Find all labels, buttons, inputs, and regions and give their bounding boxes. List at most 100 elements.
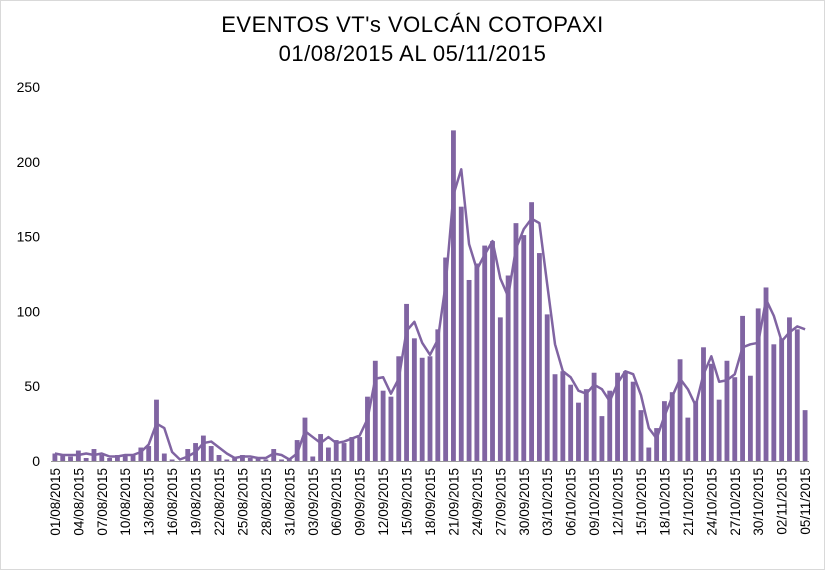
bar-series [52,130,808,461]
x-tick-label: 03/09/2015 [306,468,321,536]
bar [646,447,652,461]
bar [568,384,574,461]
bar [122,455,128,461]
bar [583,389,589,461]
bar [622,371,628,461]
bar [302,417,308,461]
bar [654,428,660,461]
bar [372,360,378,461]
bar [411,338,417,461]
bar [505,275,511,461]
bar [247,458,253,461]
x-tick-label: 15/10/2015 [634,468,649,536]
bar [732,377,738,461]
bar [779,338,785,461]
y-tick-label: 0 [32,453,40,469]
x-tick-label: 19/08/2015 [189,468,204,536]
bar [662,401,667,461]
x-tick-label: 15/09/2015 [400,468,415,536]
x-tick-label: 28/08/2015 [259,468,274,536]
x-tick-label: 04/08/2015 [71,468,86,536]
bar [740,315,745,461]
x-tick-label: 13/08/2015 [142,468,157,536]
bar [380,390,386,461]
bar [404,303,409,461]
bar [325,447,331,461]
x-tick-label: 10/08/2015 [118,468,133,536]
bar [630,381,636,461]
x-tick-label: 05/11/2015 [798,468,813,535]
y-axis-tick-labels: 0 50 100 150 200 250 [17,79,41,469]
x-axis-tick-labels: 01/08/2015 04/08/2015 07/08/2015 10/08/2015… [48,468,813,536]
bar [130,455,136,461]
x-tick-label: 24/10/2015 [704,468,719,536]
y-tick-label: 50 [24,378,40,394]
bar [318,434,324,461]
bar [357,437,363,461]
bar [560,371,566,461]
bar [240,455,245,461]
x-tick-label: 18/09/2015 [423,468,438,536]
bar [794,329,800,461]
bar [763,287,769,461]
bar [716,399,722,461]
y-tick-label: 150 [17,229,41,245]
bar [529,202,535,461]
bar [443,257,449,461]
bar [52,453,58,461]
bar [451,130,456,461]
x-tick-label: 06/09/2015 [329,468,344,536]
x-tick-label: 30/10/2015 [751,468,766,536]
x-tick-label: 21/09/2015 [446,468,461,536]
bar [544,314,550,461]
line-series-layer [54,168,806,461]
x-tick-label: 24/09/2015 [470,468,485,536]
bar [60,455,66,461]
x-tick-label: 31/08/2015 [282,468,297,536]
bar [310,456,316,461]
bar [638,410,644,461]
x-tick-label: 22/08/2015 [212,468,227,536]
x-tick-label: 25/08/2015 [235,468,250,536]
bar [747,375,753,461]
bar [599,416,605,461]
x-tick-label: 12/09/2015 [376,468,391,536]
bar [521,235,527,461]
bar [333,440,339,461]
y-tick-label: 250 [17,79,41,95]
bar [755,308,761,461]
bar [427,356,433,461]
bar [83,458,89,461]
y-tick-label: 200 [17,154,41,170]
bar [513,223,519,461]
bar [154,399,159,461]
bar [536,253,542,461]
bar [208,446,214,461]
x-tick-label: 06/10/2015 [564,468,579,536]
bar [607,390,613,461]
chart-subtitle: 01/08/2015 AL 05/11/2015 [278,41,547,66]
bar [169,459,175,461]
x-tick-label: 03/10/2015 [540,468,555,536]
x-tick-label: 18/10/2015 [657,468,672,536]
bar [693,401,699,461]
bar [474,263,480,461]
bar [200,435,206,461]
bar [279,459,284,461]
bar [591,372,597,461]
bar [708,363,714,461]
chart-title: EVENTOS VT's VOLCÁN COTOPAXI [221,12,604,37]
bar [271,449,277,461]
bar [146,446,152,461]
x-tick-label: 27/09/2015 [493,468,508,536]
bar [349,437,355,461]
x-tick-label: 02/11/2015 [775,468,790,535]
bar [724,360,730,461]
bar [552,374,558,461]
bar [396,356,402,461]
y-tick-label: 100 [17,303,41,319]
bar [669,392,675,461]
bar [263,459,269,461]
bar [701,347,706,461]
x-tick-label: 09/10/2015 [587,468,602,536]
